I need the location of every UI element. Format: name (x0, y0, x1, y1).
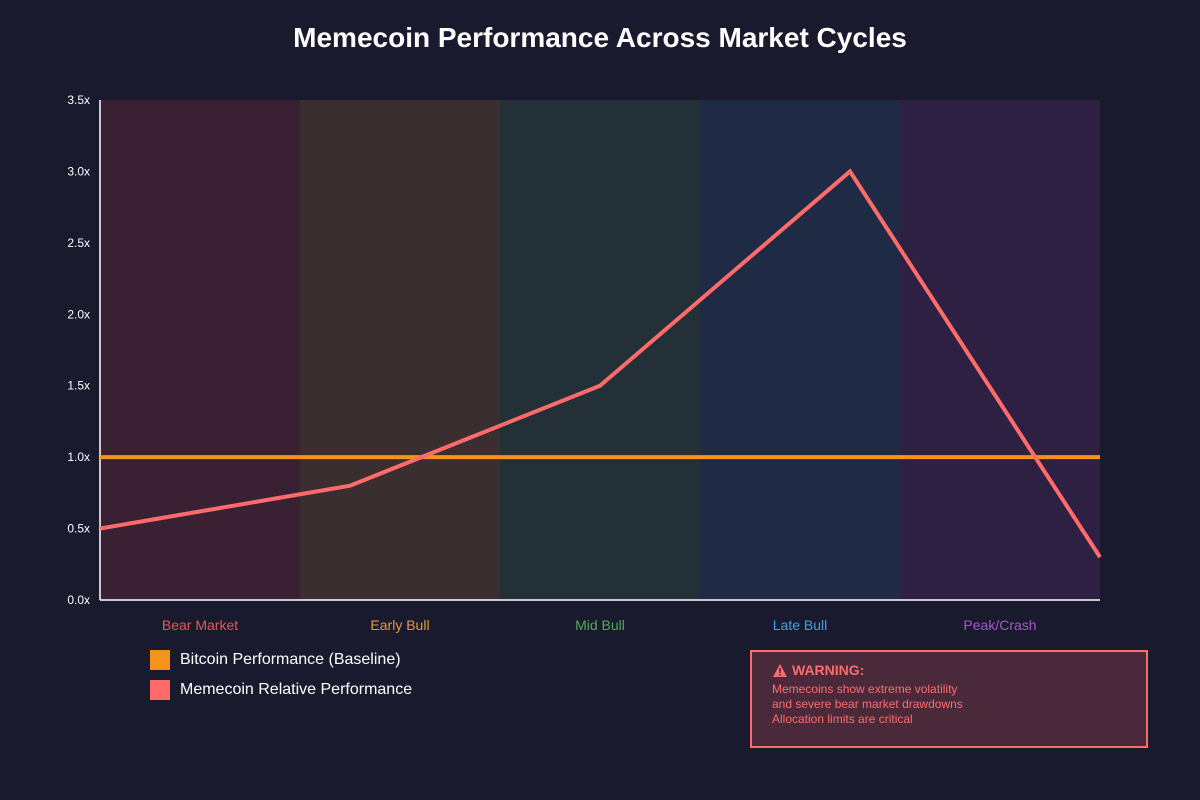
phase-label-peak-crash: Peak/Crash (963, 617, 1036, 633)
y-tick-labels: 0.0x 0.5x 1.0x 1.5x 2.0x 2.5x 3.0x 3.5x (67, 93, 90, 607)
legend-label-memecoin: Memecoin Relative Performance (180, 681, 413, 698)
y-tick-label: 3.0x (67, 164, 90, 178)
legend-swatch-memecoin (150, 680, 170, 700)
y-tick-label: 1.5x (67, 379, 90, 393)
phase-band-peak-crash (900, 100, 1100, 600)
y-tick-label: 2.0x (67, 307, 90, 321)
warning-line-1: Memecoins show extreme volatility (772, 682, 958, 696)
warning-line-3: Allocation limits are critical (772, 712, 913, 726)
phase-bands (100, 100, 1100, 600)
warning-title: WARNING: (792, 662, 865, 678)
warning-box: WARNING: Memecoins show extreme volatili… (750, 650, 1148, 748)
phase-band-late-bull (700, 100, 900, 600)
phase-label-mid-bull: Mid Bull (575, 617, 625, 633)
phase-band-mid-bull (500, 100, 700, 600)
y-tick-label: 0.5x (67, 522, 90, 536)
legend-item-bitcoin: Bitcoin Performance (Baseline) (150, 650, 412, 670)
legend-item-memecoin: Memecoin Relative Performance (150, 680, 412, 700)
phase-label-bear-market: Bear Market (162, 617, 238, 633)
y-tick-label: 3.5x (67, 93, 90, 107)
chart-title: Memecoin Performance Across Market Cycle… (293, 22, 907, 53)
warning-icon (772, 663, 788, 678)
axes (99, 100, 1100, 601)
series-line-memecoin (99, 168, 1102, 559)
phase-band-early-bull (300, 100, 500, 600)
warning-line-2: and severe bear market drawdowns (772, 697, 963, 711)
series-lines (99, 168, 1102, 559)
phase-label-early-bull: Early Bull (370, 617, 429, 633)
phase-label-late-bull: Late Bull (773, 617, 827, 633)
legend: Bitcoin Performance (Baseline) Memecoin … (150, 650, 412, 710)
y-tick-label: 2.5x (67, 236, 90, 250)
y-tick-label: 1.0x (67, 450, 90, 464)
warning-title-row: WARNING: (772, 662, 1126, 678)
y-tick-label: 0.0x (67, 593, 90, 607)
legend-label-bitcoin: Bitcoin Performance (Baseline) (180, 651, 401, 668)
phase-band-bear-market (100, 100, 300, 600)
phase-labels: Bear Market Early Bull Mid Bull Late Bull Pe… (162, 617, 1037, 633)
legend-swatch-bitcoin (150, 650, 170, 670)
